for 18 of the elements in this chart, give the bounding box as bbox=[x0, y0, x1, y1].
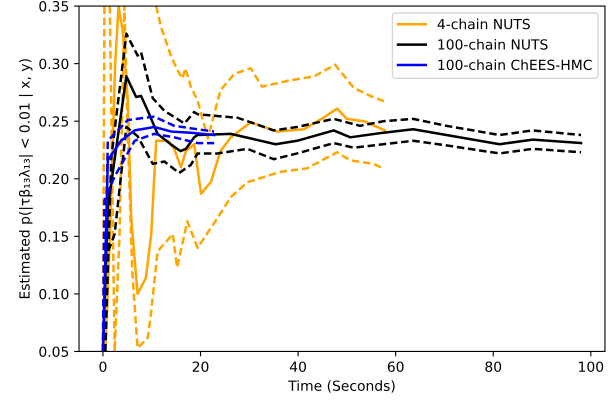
x-tick-label: 0 bbox=[99, 361, 106, 372]
y-tick-label: 0.20 bbox=[39, 174, 68, 184]
y-tick-label: 0.10 bbox=[39, 288, 68, 300]
y-tick-label: 0.05 bbox=[39, 346, 68, 357]
y-tick-label: 0.15 bbox=[39, 231, 68, 242]
y-tick-label: 0.25 bbox=[39, 116, 68, 127]
x-tick-label: 100 bbox=[579, 361, 604, 372]
x-tick-label: 20 bbox=[192, 361, 208, 372]
y-tick-label: 0.35 bbox=[39, 1, 68, 12]
x-tick-label: 60 bbox=[388, 361, 404, 372]
legend-label: 100-chain NUTS bbox=[438, 38, 548, 50]
x-tick-label: 80 bbox=[485, 361, 502, 372]
x-tick-label: 40 bbox=[290, 361, 306, 372]
y-tick-label: 0.30 bbox=[39, 58, 68, 70]
legend-label: 100-chain ChEES-HMC bbox=[438, 59, 592, 70]
y-axis-title: Estimated p(|τβ₁₃λ₁₃| < 0.01 | x, y) bbox=[18, 59, 33, 298]
legend-label: 4-chain NUTS bbox=[438, 18, 530, 30]
x-axis-title: Time (Seconds) bbox=[288, 380, 395, 393]
